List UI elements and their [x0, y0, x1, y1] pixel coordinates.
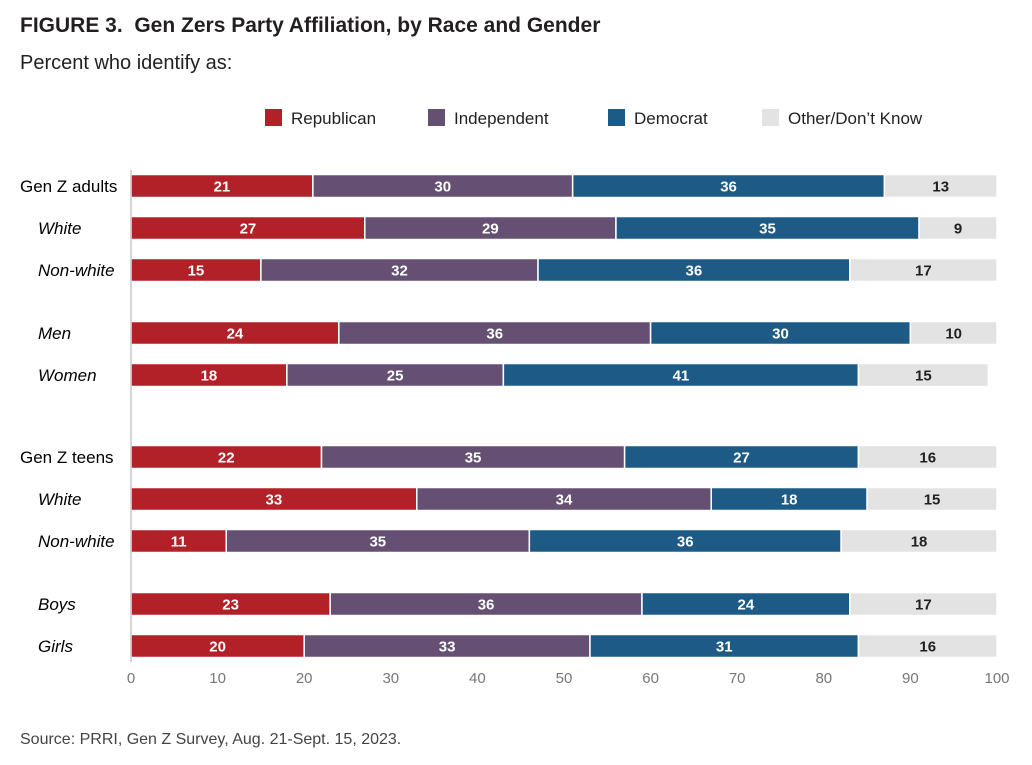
- x-tick-40: 40: [469, 670, 486, 687]
- x-tick-80: 80: [815, 670, 832, 687]
- x-tick-20: 20: [296, 670, 313, 687]
- bar-label-democrat-1: 35: [759, 221, 776, 238]
- row-label-gen-z-adults: Gen Z adults: [20, 177, 117, 196]
- bar-label-democrat-5: 27: [733, 450, 750, 467]
- chart-legend: Republican Independent Democrat Other/Don’t…: [265, 109, 923, 128]
- bar-label-republican-7: 11: [171, 534, 187, 551]
- bar-other-don-t-know-1: [918, 215, 998, 241]
- x-tick-70: 70: [729, 670, 746, 687]
- bar-label-independent-2: 32: [391, 263, 408, 280]
- x-tick-100: 100: [984, 670, 1009, 687]
- bar-label-other-don-t-know-5: 16: [919, 450, 936, 467]
- bar-other-don-t-know-3: [909, 320, 998, 346]
- row-label-non-white: Non-white: [38, 261, 115, 280]
- bar-label-democrat-3: 30: [772, 326, 789, 343]
- row-label-gen-z-teens: Gen Z teens: [20, 448, 114, 467]
- bar-label-other-don-t-know-9: 16: [919, 639, 936, 656]
- bar-label-republican-5: 22: [218, 450, 235, 467]
- bar-label-democrat-0: 36: [720, 179, 737, 196]
- bar-label-republican-0: 21: [214, 179, 231, 196]
- bar-label-independent-6: 34: [556, 492, 573, 509]
- bar-label-independent-0: 30: [434, 179, 451, 196]
- legend-label-independent: Independent: [454, 109, 549, 128]
- bar-label-independent-9: 33: [439, 639, 456, 656]
- bar-label-independent-8: 36: [478, 597, 495, 614]
- x-tick-30: 30: [382, 670, 399, 687]
- bar-label-independent-7: 35: [369, 534, 386, 551]
- bar-label-other-don-t-know-0: 13: [932, 179, 949, 196]
- bar-label-republican-1: 27: [240, 221, 257, 238]
- row-label-white: White: [38, 219, 81, 238]
- figure-source: Source: PRRI, Gen Z Survey, Aug. 21-Sept…: [20, 731, 402, 748]
- x-tick-90: 90: [902, 670, 919, 687]
- bar-label-republican-4: 18: [201, 368, 218, 385]
- row-label-white: White: [38, 490, 81, 509]
- bar-label-republican-8: 23: [222, 597, 239, 614]
- legend-label-republican: Republican: [291, 109, 376, 128]
- bar-label-independent-3: 36: [486, 326, 503, 343]
- bar-other-don-t-know-0: [883, 173, 998, 199]
- bar-label-democrat-2: 36: [686, 263, 703, 280]
- figure-title: FIGURE 3. Gen Zers Party Affiliation, by…: [20, 14, 601, 37]
- x-tick-0: 0: [127, 670, 135, 687]
- bar-other-don-t-know-4: [857, 362, 990, 388]
- legend-swatch-other-don-t-know: [762, 109, 779, 126]
- x-axis-ticks: 0 10 20 30 40 50 60 70 80 90 100: [127, 670, 1010, 687]
- bar-other-don-t-know-2: [849, 257, 998, 283]
- figure-subtitle: Percent who identify as:: [20, 52, 233, 74]
- bar-label-independent-1: 29: [482, 221, 499, 238]
- bar-label-other-don-t-know-3: 10: [945, 326, 962, 343]
- row-label-girls: Girls: [38, 637, 73, 656]
- bar-label-independent-5: 35: [465, 450, 482, 467]
- bar-other-don-t-know-5: [857, 444, 998, 470]
- bar-label-independent-4: 25: [387, 368, 404, 385]
- bar-other-don-t-know-8: [849, 591, 998, 617]
- bar-label-republican-2: 15: [188, 263, 205, 280]
- legend-swatch-independent: [428, 109, 445, 126]
- bar-label-other-don-t-know-1: 9: [954, 221, 962, 238]
- x-tick-10: 10: [209, 670, 226, 687]
- bar-label-other-don-t-know-4: 15: [915, 368, 932, 385]
- stacked-bar-chart: Republican Independent Democrat Other/Don’t…: [20, 109, 1010, 687]
- bar-label-democrat-4: 41: [673, 368, 690, 385]
- bar-label-other-don-t-know-6: 15: [924, 492, 941, 509]
- bar-label-republican-6: 33: [266, 492, 283, 509]
- bar-other-don-t-know-9: [857, 633, 998, 659]
- chart-bars: 21 30 36 13 27 29 35 9 15 32 36 17 24 36 30 10 18 25 41 15 2…: [130, 173, 998, 659]
- bar-label-democrat-7: 36: [677, 534, 694, 551]
- legend-swatch-republican: [265, 109, 282, 126]
- bar-other-don-t-know-6: [866, 486, 998, 512]
- row-label-men: Men: [38, 324, 71, 343]
- bar-label-other-don-t-know-8: 17: [915, 597, 932, 614]
- bar-label-democrat-6: 18: [781, 492, 798, 509]
- x-tick-50: 50: [556, 670, 573, 687]
- bar-label-other-don-t-know-7: 18: [911, 534, 928, 551]
- bar-other-don-t-know-7: [840, 528, 998, 554]
- row-label-non-white: Non-white: [38, 532, 115, 551]
- bar-label-democrat-9: 31: [716, 639, 733, 656]
- bar-label-republican-9: 20: [209, 639, 226, 656]
- row-label-women: Women: [38, 366, 97, 385]
- row-label-boys: Boys: [38, 595, 76, 614]
- bar-label-other-don-t-know-2: 17: [915, 263, 932, 280]
- bar-label-republican-3: 24: [227, 326, 244, 343]
- legend-label-democrat: Democrat: [634, 109, 708, 128]
- x-tick-60: 60: [642, 670, 659, 687]
- legend-label-other-don-t-know: Other/Don’t Know: [788, 109, 923, 128]
- legend-swatch-democrat: [608, 109, 625, 126]
- bar-label-democrat-8: 24: [738, 597, 755, 614]
- category-labels: Gen Z adults White Non-white Men Women Gen Z …: [20, 177, 117, 656]
